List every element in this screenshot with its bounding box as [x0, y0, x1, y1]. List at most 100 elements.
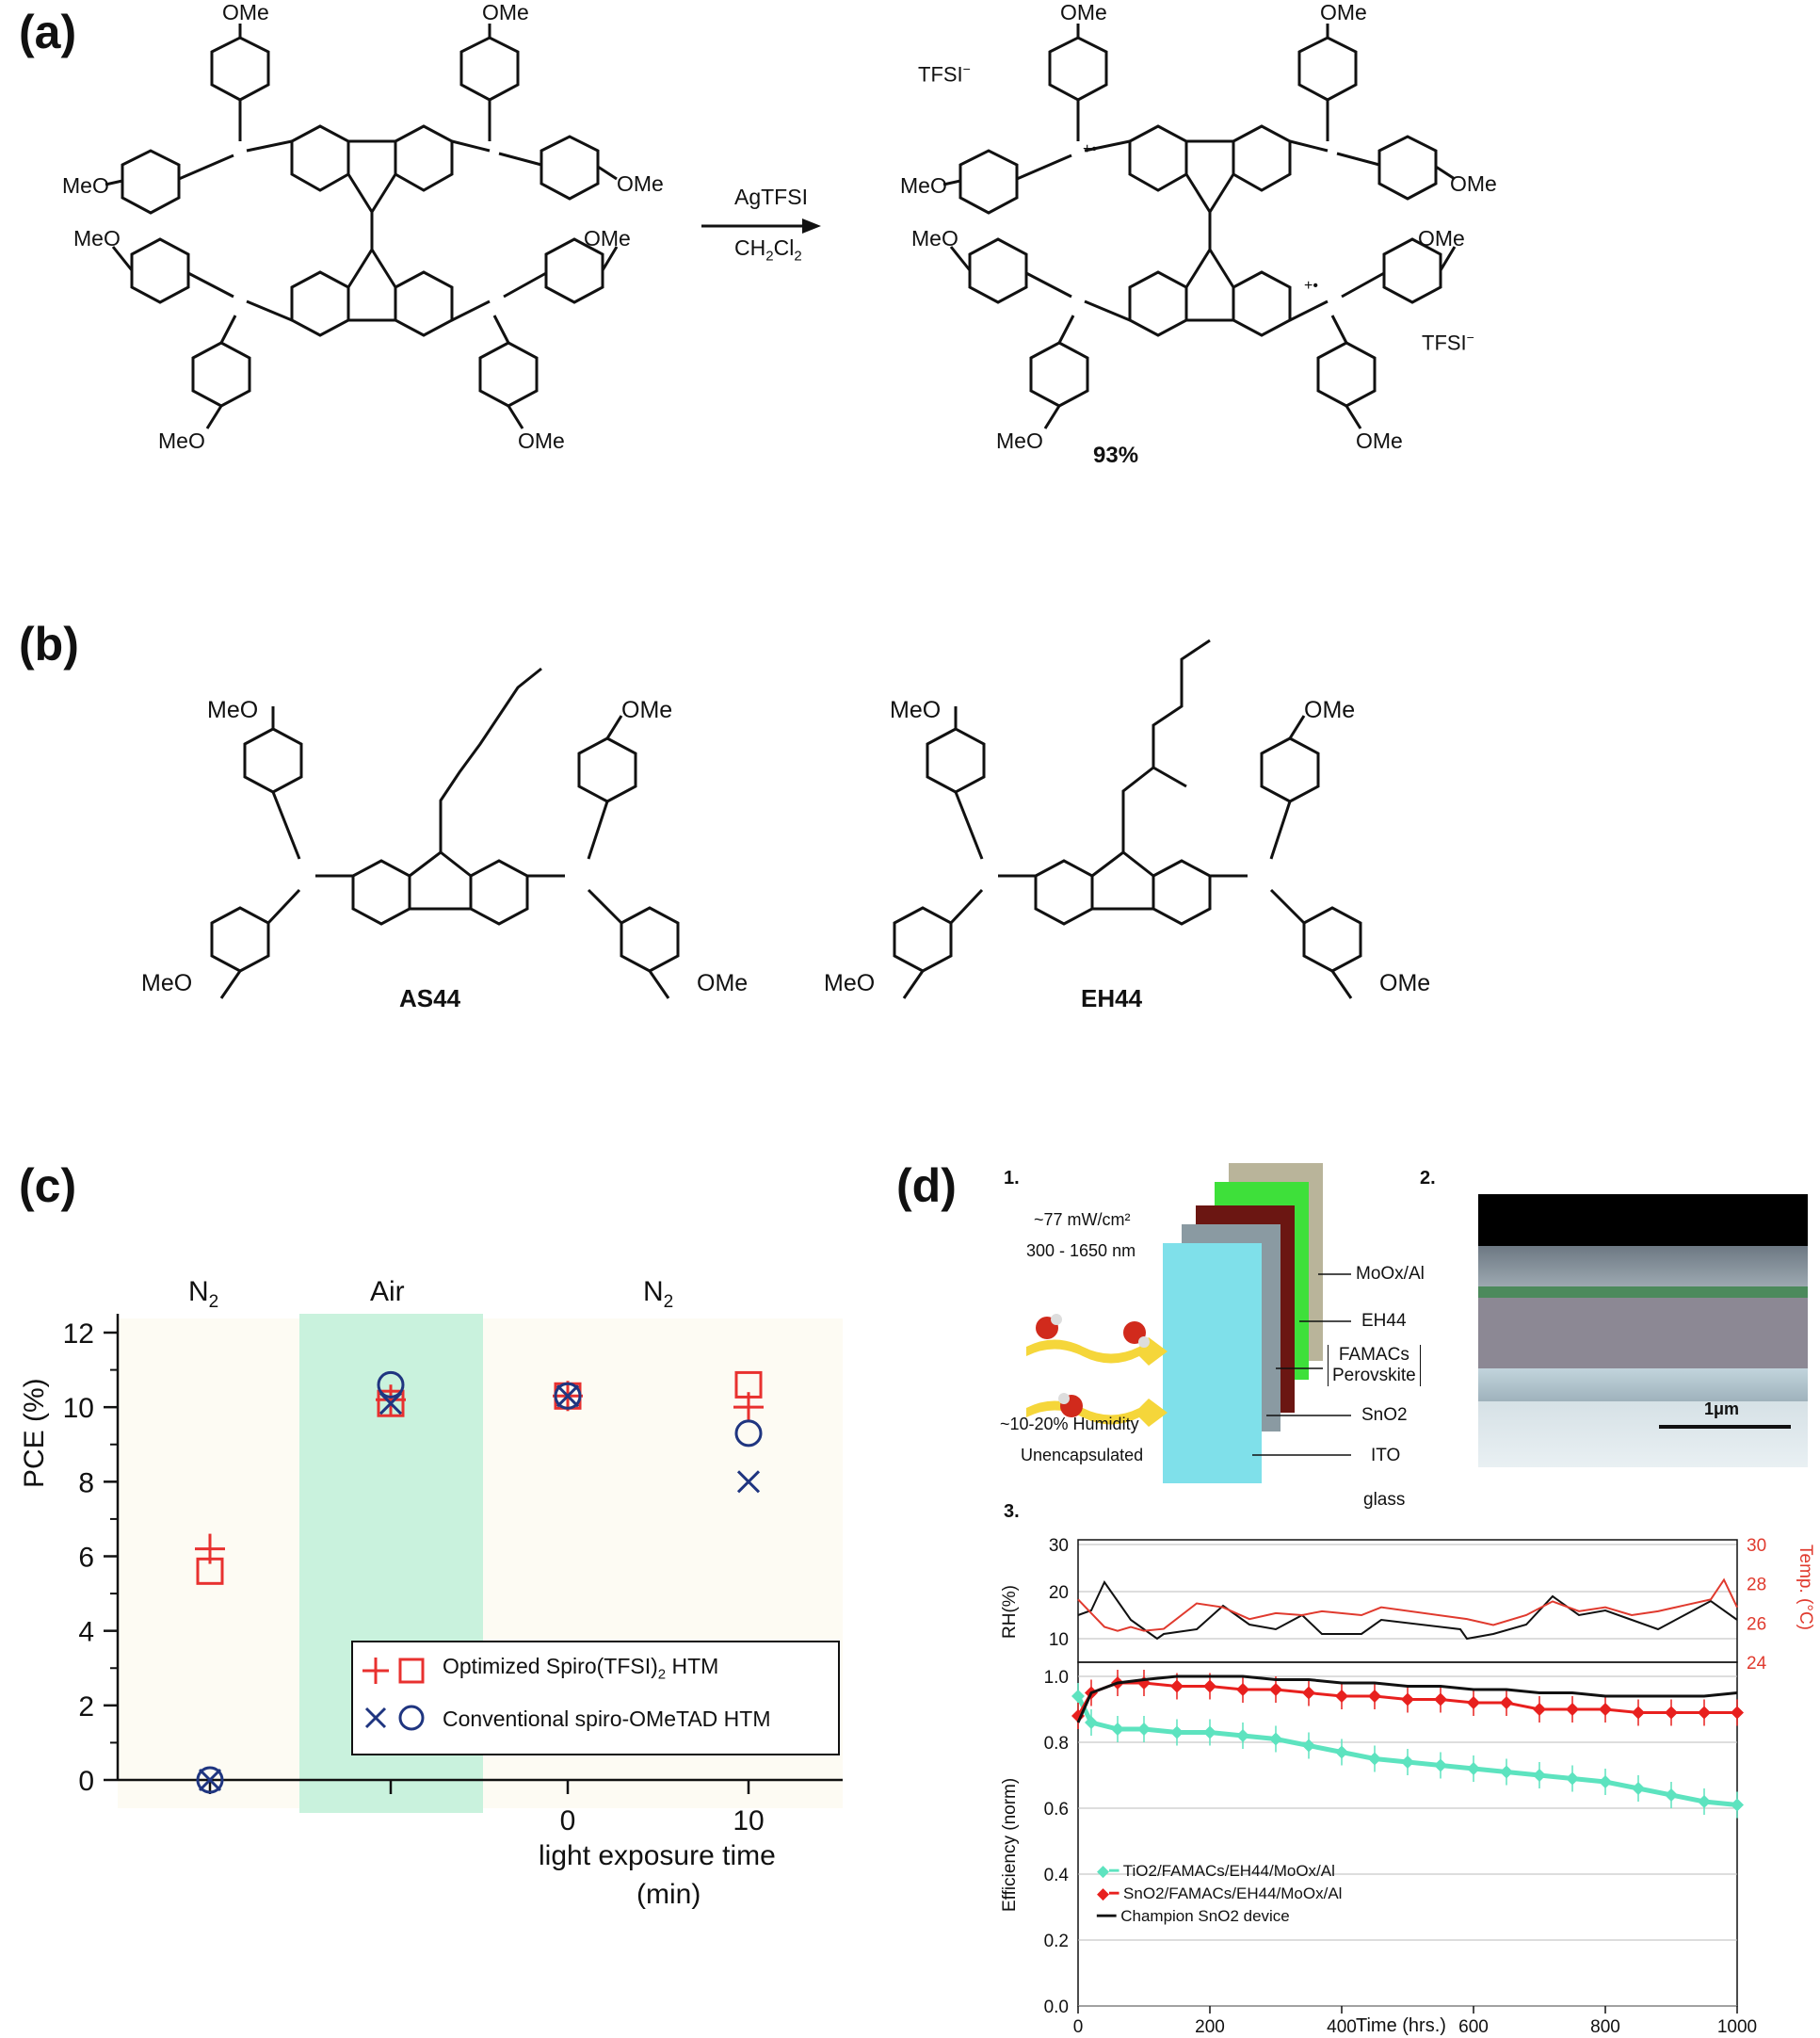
- fluorene-ring-lower-right: [394, 270, 454, 337]
- eff-marker: [1632, 1706, 1645, 1720]
- eff-marker: [1368, 1752, 1381, 1766]
- substituent-label: MeO: [141, 970, 193, 996]
- y-tick-label: 8: [78, 1467, 94, 1498]
- counterion-label: TFSI−: [1422, 330, 1474, 355]
- legend-label-optimized: Optimized Spiro(TFSI)2 HTM: [443, 1654, 719, 1683]
- reaction-scheme: [105, 24, 1457, 429]
- legend-item-tio2: ◆━ TiO2/FAMACs/EH44/MoOx/Al: [1097, 1862, 1335, 1880]
- eff-marker: [1467, 1696, 1480, 1709]
- device-schematic: [1026, 1163, 1351, 1483]
- layer-label: glass: [1363, 1490, 1406, 1510]
- eff-marker: [1335, 1745, 1348, 1759]
- mark-circle: [734, 1419, 763, 1448]
- eff-marker: [1111, 1723, 1124, 1736]
- c-xlabel: light exposure time: [539, 1840, 776, 1871]
- eff-marker: [1170, 1679, 1184, 1693]
- anisyl-ring: [544, 237, 604, 304]
- temp-axis-label: Temp. (°C): [1796, 1545, 1815, 1630]
- stability-legend: ◆━ TiO2/FAMACs/EH44/MoOx/Al ◆━ SnO2/FAMA…: [1097, 1860, 1342, 1928]
- y-tick-label: 6: [78, 1543, 94, 1574]
- time-tick-label: 800: [1590, 2017, 1620, 2037]
- panel-b-label: (b): [19, 618, 79, 671]
- c-legend: Optimized Spiro(TFSI)2 HTM Conventional …: [351, 1641, 840, 1755]
- substituent-label: MeO: [996, 429, 1043, 453]
- rh-axis-label: RH(%): [1000, 1585, 1020, 1639]
- panel-a-label: (a): [19, 6, 77, 58]
- substituent-label: OMe: [222, 0, 269, 24]
- substituent-label: MeO: [207, 697, 259, 723]
- temp-line: [1077, 1577, 1738, 1632]
- scale-bar-label: 1μm: [1704, 1399, 1740, 1418]
- eff-series-line: [1075, 1694, 1738, 1807]
- substituent-label: OMe: [621, 697, 673, 723]
- substituent-label: MeO: [911, 226, 958, 251]
- anisyl-ring: [210, 36, 270, 102]
- x-tick-label: 10: [733, 1805, 764, 1836]
- mark-square: [196, 1557, 224, 1585]
- eff-marker: [1533, 1769, 1546, 1782]
- time-tick-label: 1000: [1717, 2017, 1757, 2037]
- substituent-label: OMe: [617, 171, 664, 196]
- reaction-arrowhead: [802, 218, 821, 234]
- region-label-air: Air: [370, 1276, 405, 1307]
- anisyl-ring: [243, 727, 303, 794]
- sem-image: 1μm: [1478, 1194, 1808, 1467]
- substituent-label: MeO: [158, 429, 205, 453]
- hole-transport-structures: [210, 639, 1362, 999]
- anisyl-ring: [620, 906, 680, 973]
- legend-markers: [362, 1658, 425, 1731]
- eff-marker: [1434, 1692, 1447, 1706]
- rh-line: [1077, 1580, 1738, 1641]
- eff-marker: [1731, 1798, 1744, 1812]
- time-tick-label: 200: [1195, 2017, 1225, 2037]
- mark-cross: [736, 1470, 761, 1494]
- anisyl-ring: [191, 341, 251, 408]
- time-tick-label: 0: [1073, 2017, 1084, 2037]
- region-label-n2: N2: [643, 1276, 674, 1312]
- c-xlabel-unit: (min): [636, 1879, 701, 1910]
- layer-label: ITO: [1371, 1446, 1401, 1465]
- layer-label-perovskite: FAMACs Perovskite: [1328, 1345, 1421, 1386]
- solvent-label: CH2Cl2: [734, 235, 802, 265]
- y-tick-label: 2: [78, 1691, 94, 1723]
- eff-tick-label: 0.8: [1044, 1734, 1069, 1754]
- eff-marker: [1203, 1679, 1216, 1693]
- eff-marker: [1665, 1788, 1678, 1802]
- y-tick-label: 0: [78, 1766, 94, 1797]
- temp-tick-label: 26: [1747, 1614, 1766, 1634]
- subpanel-2-label: 2.: [1420, 1168, 1436, 1189]
- humidity-label: ~10-20% Humidity: [1000, 1415, 1139, 1433]
- eff-marker: [1566, 1771, 1579, 1786]
- subpanel-1-label: 1.: [1004, 1168, 1020, 1189]
- time-tick-label: 400: [1327, 2017, 1357, 2037]
- temp-tick-label: 24: [1747, 1654, 1767, 1674]
- wavelength-label: 300 - 1650 nm: [1026, 1241, 1136, 1260]
- substituent-label: OMe: [584, 226, 631, 251]
- stability-chart: 10 20 30 24 26 28 30 0.0 0.2 0.4 0.6 0.8 1.0 0 200 400 6…: [1044, 1536, 1767, 2037]
- mark-circle: [377, 1370, 405, 1399]
- eff-marker: [1302, 1739, 1315, 1753]
- compound-label-as44: AS44: [399, 984, 461, 1012]
- sem-layer-ito: [1478, 1368, 1808, 1401]
- c-ylabel: PCE (%): [19, 1378, 50, 1488]
- substituent-label: MeO: [73, 226, 121, 251]
- substituent-label: OMe: [697, 970, 749, 996]
- eff-marker: [1698, 1706, 1711, 1720]
- substituent-label: MeO: [890, 697, 942, 723]
- mark-cross: [198, 1768, 222, 1792]
- rh-tick-label: 20: [1049, 1583, 1069, 1603]
- eff-marker: [1599, 1703, 1612, 1716]
- radical-cation-mark: +•: [1304, 278, 1318, 294]
- anisyl-ring: [540, 135, 600, 201]
- substituent-label: OMe: [1418, 226, 1465, 251]
- pce-chart: 0 2 4 6 8 10 12 0 10: [63, 1314, 843, 1836]
- legend-label-conventional: Conventional spiro-OMeTAD HTM: [443, 1706, 771, 1731]
- eff-marker: [1335, 1690, 1348, 1703]
- substituent-label: MeO: [62, 173, 109, 198]
- legend-marker-champion: ━━: [1097, 1907, 1117, 1925]
- substituent-label: MeO: [900, 173, 947, 198]
- eff-marker: [1269, 1683, 1282, 1696]
- subpanel-3-label: 3.: [1004, 1501, 1020, 1522]
- rh-tick-label: 10: [1049, 1630, 1069, 1650]
- radical-cation-mark: +•: [1083, 141, 1097, 157]
